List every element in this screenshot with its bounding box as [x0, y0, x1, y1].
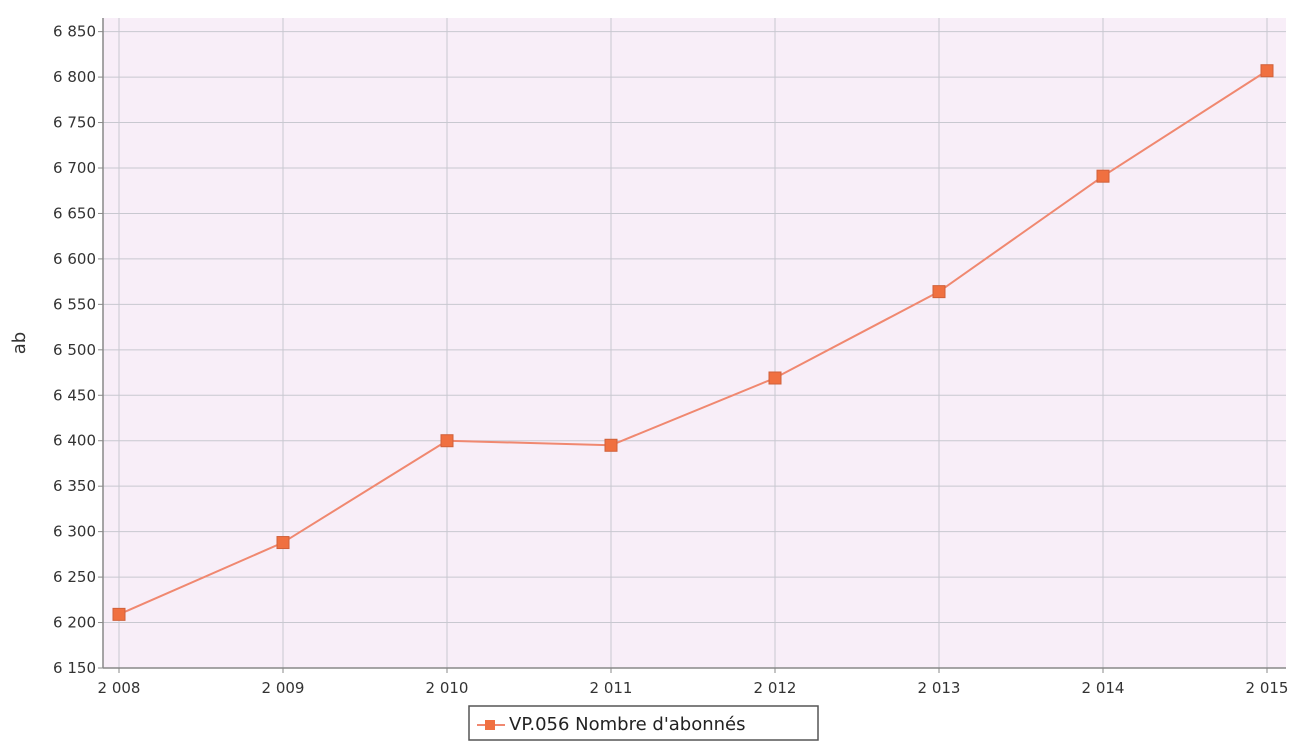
- data-point-marker: [604, 438, 618, 452]
- y-tick-label: 6 450: [53, 386, 96, 404]
- grid-lines: [103, 18, 1286, 669]
- y-tick-label: 6 350: [53, 477, 96, 495]
- x-tick-label: 2 014: [1082, 679, 1125, 697]
- y-tick-label: 6 150: [53, 659, 96, 677]
- y-tick-label: 6 700: [53, 159, 96, 177]
- data-point-marker: [276, 536, 290, 550]
- y-axis-title: ab: [9, 332, 30, 354]
- x-tick-label: 2 013: [918, 679, 961, 697]
- y-tick-label: 6 300: [53, 523, 96, 541]
- y-tick-label: 6 750: [53, 114, 96, 132]
- y-tick-label: 6 550: [53, 295, 96, 313]
- y-tick-label: 6 500: [53, 341, 96, 359]
- data-point-marker: [1096, 169, 1110, 183]
- y-tick-label: 6 600: [53, 250, 96, 268]
- y-tick-label: 6 400: [53, 432, 96, 450]
- data-point-marker: [768, 371, 782, 385]
- axes: [102, 18, 1286, 669]
- plot-background: [103, 18, 1286, 668]
- x-tick-label: 2 010: [426, 679, 469, 697]
- data-point-marker: [440, 434, 454, 448]
- y-tick-label: 6 250: [53, 568, 96, 586]
- y-tick-label: 6 850: [53, 23, 96, 41]
- series-layer: [112, 64, 1274, 621]
- y-tick-label: 6 650: [53, 204, 96, 222]
- y-tick-labels: 6 150 6 200 6 250 6 300 6 350 6 400 6 450 6 500…: [53, 23, 103, 677]
- x-tick-label: 2 012: [754, 679, 797, 697]
- x-tick-label: 2 008: [98, 679, 141, 697]
- series-line: [118, 69, 1268, 616]
- legend-swatch-marker: [485, 720, 495, 730]
- legend-label: VP.056 Nombre d'abonnés: [509, 714, 746, 735]
- data-point-marker: [932, 285, 946, 299]
- x-tick-label: 2 015: [1246, 679, 1289, 697]
- legend-box: [468, 705, 819, 741]
- data-point-marker: [112, 607, 126, 621]
- data-point-marker: [1260, 64, 1274, 78]
- x-tick-label: 2 011: [590, 679, 633, 697]
- y-tick-label: 6 800: [53, 68, 96, 86]
- legend: VP.056 Nombre d'abonnés: [468, 705, 819, 741]
- x-tick-label: 2 009: [262, 679, 305, 697]
- x-tick-labels: 2 008 2 009 2 010 2 011 2 012 2 013 2 014 2 015: [98, 668, 1289, 697]
- y-tick-label: 6 200: [53, 614, 96, 632]
